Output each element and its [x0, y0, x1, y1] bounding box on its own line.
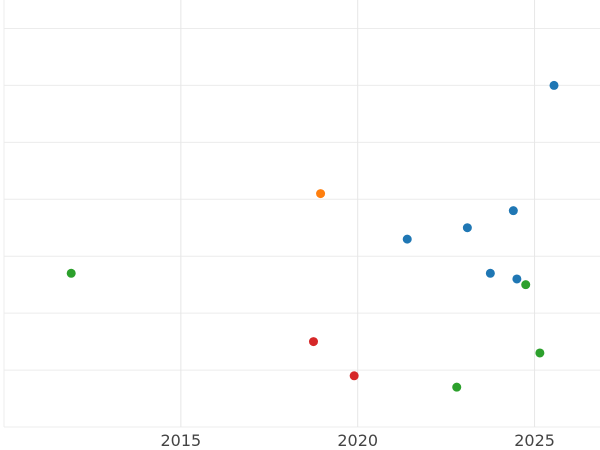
x-tick-label: 2015 [160, 431, 201, 450]
scatter-point [308, 337, 318, 347]
scatter-point [485, 268, 495, 278]
data-points [66, 80, 559, 392]
scatter-point [549, 80, 559, 90]
x-tick-label: 2020 [337, 431, 378, 450]
grid-lines [3, 0, 600, 428]
scatter-point [521, 280, 531, 290]
scatter-point [66, 268, 76, 278]
scatter-point [508, 206, 518, 216]
scatter-point [452, 382, 462, 392]
scatter-point [402, 234, 412, 244]
scatter-point [349, 371, 359, 381]
x-tick-labels: 2015 2020 2025 [160, 431, 554, 450]
scatter-point [462, 223, 472, 233]
scatter-point [316, 189, 326, 199]
scatter-point [512, 274, 522, 284]
x-tick-label: 2025 [514, 431, 555, 450]
scatter-point [535, 348, 545, 358]
